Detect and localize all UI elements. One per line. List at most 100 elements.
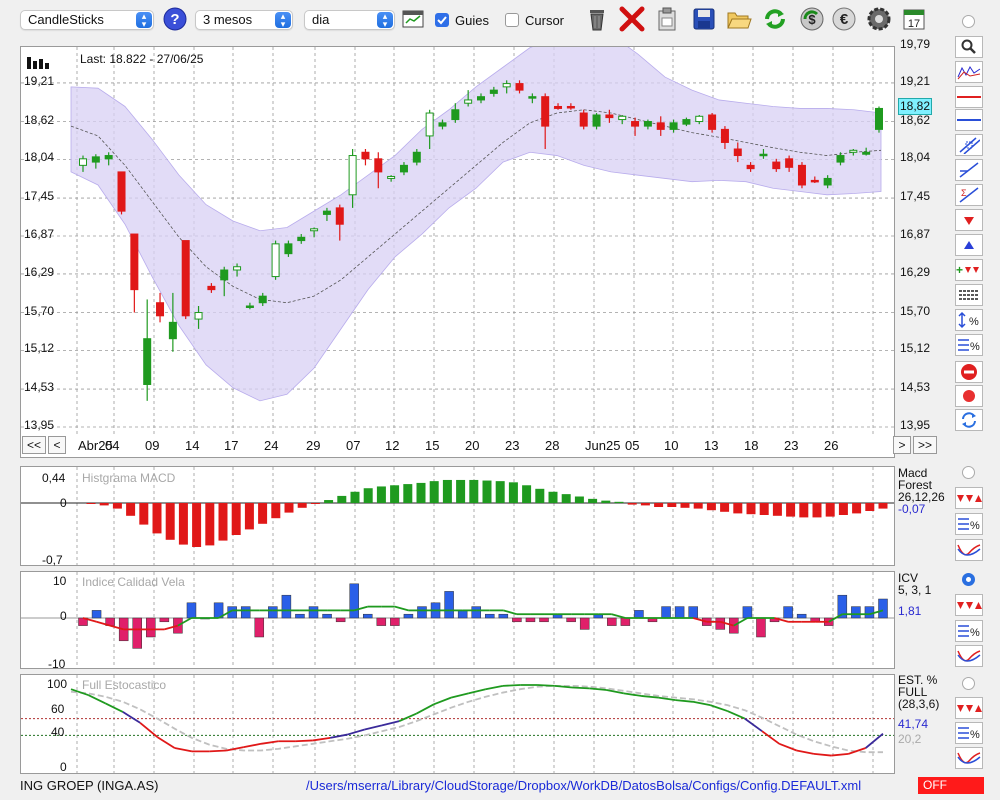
stop-button[interactable] bbox=[955, 361, 983, 383]
icv-bar bbox=[390, 617, 400, 626]
candle-body bbox=[233, 266, 242, 271]
candle-body bbox=[823, 177, 832, 186]
icv-curve-button[interactable] bbox=[955, 645, 983, 667]
red-hline-button[interactable] bbox=[955, 86, 983, 108]
list-lines-button[interactable] bbox=[955, 284, 983, 306]
first-button[interactable]: << bbox=[22, 436, 46, 454]
trash-icon[interactable] bbox=[582, 4, 612, 34]
icv-bar bbox=[132, 617, 142, 649]
macd-bar bbox=[416, 482, 426, 503]
curve-icon bbox=[957, 752, 981, 764]
save-icon[interactable] bbox=[689, 4, 719, 34]
sell-arrow-button[interactable] bbox=[955, 209, 983, 231]
next-button[interactable]: > bbox=[893, 436, 911, 454]
help-icon[interactable]: ? bbox=[160, 4, 190, 34]
off-indicator[interactable]: OFF bbox=[918, 777, 984, 794]
indicator-band-button[interactable] bbox=[955, 61, 983, 83]
macd-legend: Macd Forest 26,12,26 -0,07 bbox=[898, 467, 945, 515]
main-radio[interactable] bbox=[962, 15, 975, 28]
signals-plus-icon: + bbox=[956, 263, 979, 277]
icv-radio[interactable] bbox=[962, 573, 975, 586]
macd-radio[interactable] bbox=[962, 466, 975, 479]
macd-levels-button[interactable]: % bbox=[955, 513, 983, 535]
interval-select[interactable]: dia ▴ ▾ bbox=[304, 10, 395, 30]
cursor-checkbox[interactable] bbox=[505, 13, 519, 27]
calendar-17-icon[interactable]: 17 bbox=[899, 4, 929, 34]
open-folder-icon[interactable] bbox=[724, 4, 754, 34]
candle-body bbox=[810, 179, 819, 183]
icv-bar bbox=[851, 606, 861, 619]
zoom-button[interactable] bbox=[955, 36, 983, 58]
blue-hline-button[interactable] bbox=[955, 109, 983, 131]
euro-icon[interactable]: € bbox=[829, 4, 859, 34]
price-chart-panel[interactable]: Last: 18.822 - 27/06/25 bbox=[20, 46, 895, 458]
x-tick-label: 23 bbox=[784, 438, 799, 453]
icv-signals-button[interactable] bbox=[955, 594, 983, 616]
icv-panel[interactable]: Indice Calidad Vela bbox=[20, 571, 895, 669]
x-tick-label: 26 bbox=[824, 438, 839, 453]
stoch-k-line-seg bbox=[243, 742, 262, 749]
dashed-lines-icon bbox=[959, 290, 979, 300]
trendline-button[interactable] bbox=[955, 159, 983, 181]
record-button[interactable] bbox=[955, 385, 983, 407]
icv-params: 5, 3, 1 bbox=[898, 583, 932, 597]
lines-percent-button[interactable]: % bbox=[955, 334, 983, 356]
sync-button[interactable] bbox=[955, 409, 983, 431]
guides-checkbox[interactable] bbox=[435, 13, 449, 27]
stoch-k-line-seg bbox=[416, 703, 435, 715]
candle bbox=[181, 240, 190, 320]
add-signals-button[interactable]: + bbox=[955, 259, 983, 281]
gear-icon[interactable] bbox=[864, 4, 894, 34]
refresh-icon[interactable] bbox=[760, 4, 790, 34]
macd-bar bbox=[865, 503, 875, 511]
prev-button[interactable]: < bbox=[48, 436, 66, 454]
stoch-curve-button[interactable] bbox=[955, 747, 983, 769]
calendar-grid-icon[interactable] bbox=[398, 4, 428, 34]
icv-levels-button[interactable]: % bbox=[955, 620, 983, 642]
stoch-levels-button[interactable]: % bbox=[955, 722, 983, 744]
fibonacci-button[interactable]: Σ bbox=[955, 184, 983, 206]
icv-line-seg bbox=[828, 613, 843, 623]
candle-body bbox=[143, 338, 152, 385]
dollar-sync-icon[interactable]: $ bbox=[797, 4, 827, 34]
icv-bar bbox=[715, 617, 726, 630]
last-button[interactable]: >> bbox=[913, 436, 937, 454]
candle bbox=[733, 142, 742, 163]
macd-panel[interactable]: Histgrama MACD bbox=[20, 466, 895, 566]
icv-y-zero: 0 bbox=[60, 609, 67, 623]
candle bbox=[554, 103, 563, 110]
macd-bar bbox=[244, 503, 254, 530]
delete-red-x-icon[interactable] bbox=[617, 4, 647, 34]
stoch-title: Full Estocastico bbox=[82, 678, 167, 692]
y-tick-right: 16,87 bbox=[900, 227, 931, 241]
candle-body bbox=[515, 83, 524, 91]
stoch-radio[interactable] bbox=[962, 677, 975, 690]
icv-name: ICV bbox=[898, 571, 919, 585]
channel-button[interactable] bbox=[955, 134, 983, 156]
icv-line-seg bbox=[611, 613, 626, 619]
icv-bar bbox=[349, 583, 359, 619]
chart-type-select[interactable]: CandleSticks ▴ ▾ bbox=[20, 10, 154, 30]
candle bbox=[849, 149, 858, 156]
macd-name1: Macd bbox=[898, 466, 928, 480]
scale-percent-icon: % bbox=[958, 311, 979, 329]
candle-body bbox=[695, 115, 704, 123]
stoch-k-line-seg bbox=[209, 749, 227, 753]
candle-body bbox=[836, 155, 845, 163]
scale-percent-button[interactable]: % bbox=[955, 309, 983, 331]
candle bbox=[322, 207, 331, 221]
red-line-icon bbox=[957, 96, 981, 98]
candle bbox=[695, 114, 704, 125]
config-path-link[interactable]: /Users/mserra/Library/CloudStorage/Dropb… bbox=[306, 778, 862, 793]
stoch-signals-button[interactable] bbox=[955, 697, 983, 719]
buy-arrow-button[interactable] bbox=[955, 234, 983, 256]
stoch-panel[interactable]: Full Estocastico bbox=[20, 674, 895, 774]
macd-bar bbox=[574, 496, 584, 503]
x-tick-label: 17 bbox=[224, 438, 239, 453]
clipboard-icon[interactable] bbox=[652, 4, 682, 34]
period-select[interactable]: 3 mesos ▴ ▾ bbox=[195, 10, 293, 30]
candle bbox=[284, 240, 293, 257]
candle bbox=[156, 292, 165, 323]
macd-signals-button[interactable] bbox=[955, 487, 983, 509]
macd-curve-button[interactable] bbox=[955, 539, 983, 561]
